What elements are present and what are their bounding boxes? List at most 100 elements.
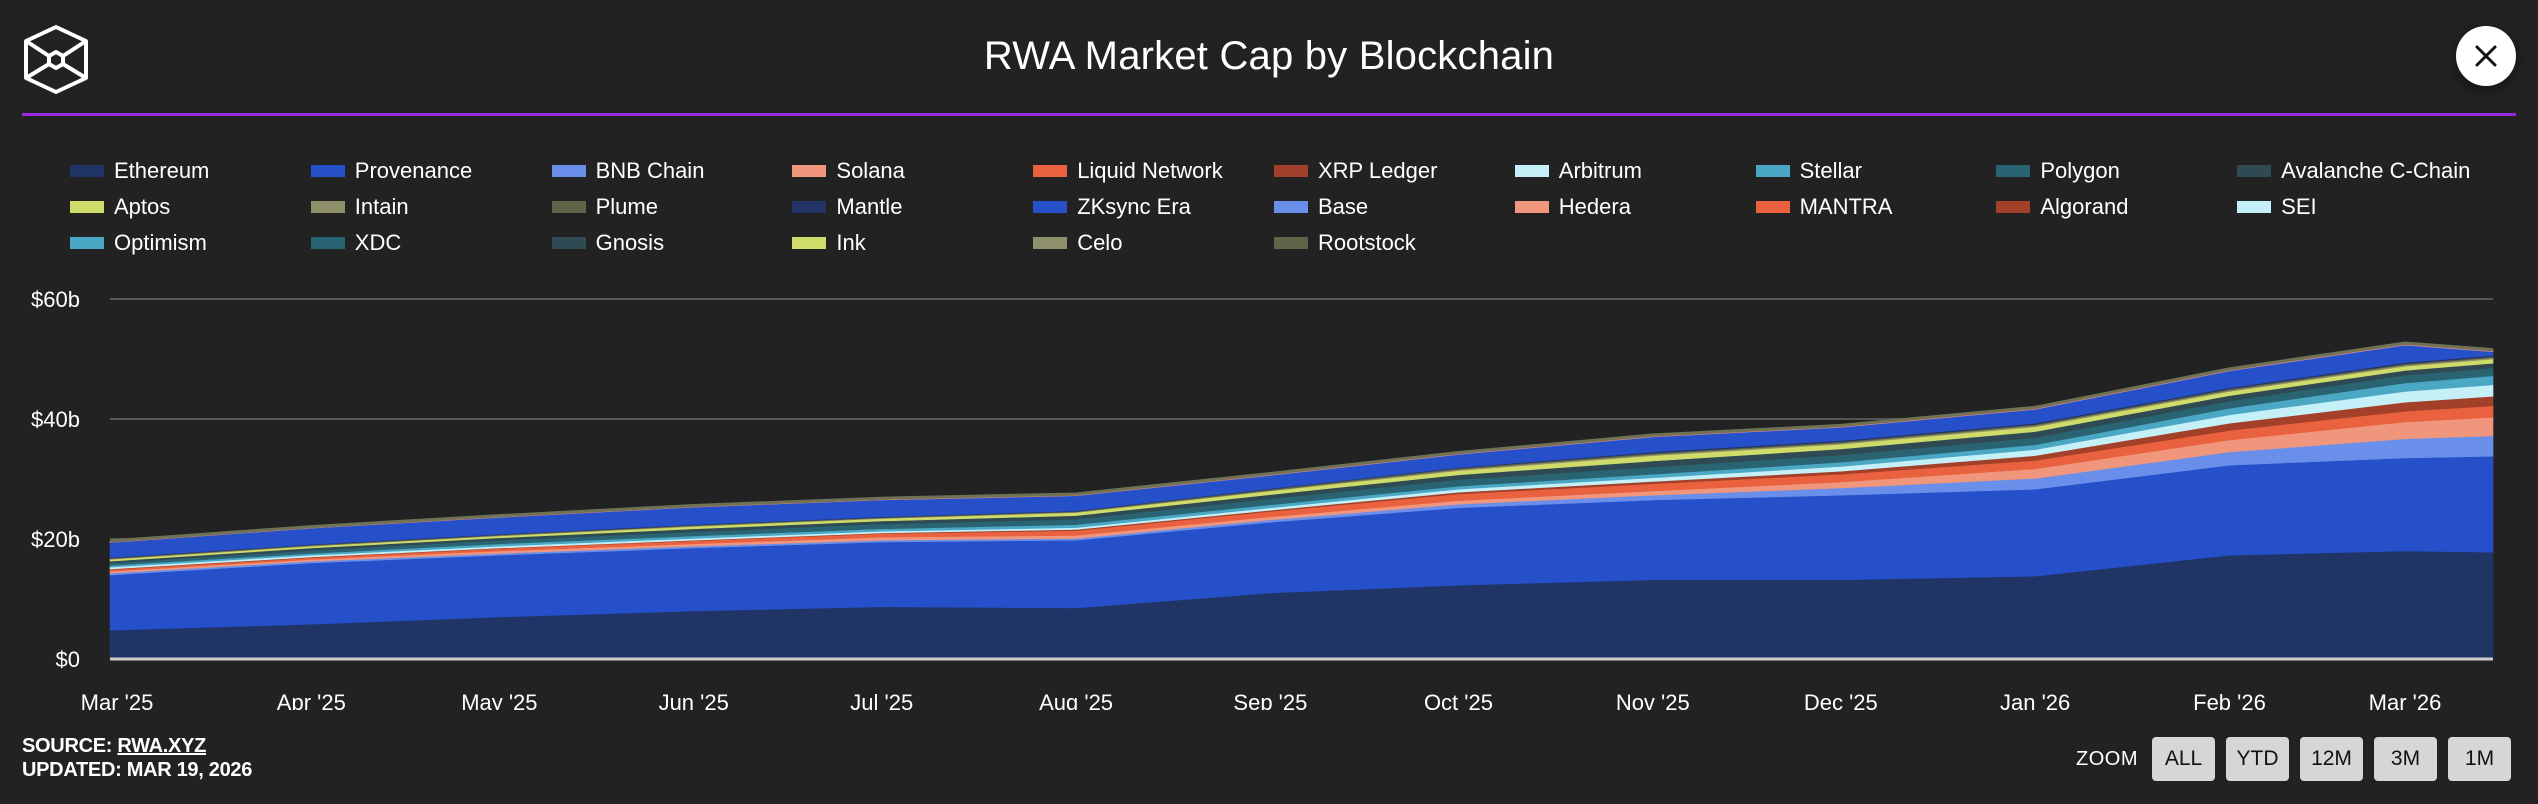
legend-label: SEI	[2281, 194, 2317, 219]
legend-swatch	[2237, 201, 2272, 213]
legend-item-celo[interactable]: Celo	[1033, 230, 1274, 256]
legend-label: Rootstock	[1317, 230, 1416, 255]
legend-swatch	[310, 237, 345, 249]
legend-label: Avalanche C-Chain	[2281, 158, 2471, 183]
legend-item-sei[interactable]: SEI	[2237, 194, 2478, 220]
legend-swatch	[1273, 165, 1308, 177]
area-layers	[109, 342, 2494, 660]
legend-swatch	[551, 165, 586, 177]
x-tick-label: Aug '25	[1039, 690, 1113, 710]
total-outline	[109, 341, 2494, 543]
legend-item-ethereum[interactable]: Ethereum	[70, 158, 311, 184]
legend-swatch	[1033, 201, 1068, 213]
updated-date: UPDATED: MAR 19, 2026	[22, 759, 253, 781]
header-divider	[22, 113, 2516, 116]
legend-label: XRP Ledger	[1317, 158, 1438, 183]
legend-swatch	[792, 237, 827, 249]
legend-item-plume[interactable]: Plume	[551, 194, 793, 220]
legend-swatch	[1755, 165, 1790, 177]
close-button[interactable]	[2456, 26, 2516, 86]
legend-item-xdc[interactable]: XDC	[310, 230, 552, 256]
legend-item-stellar[interactable]: Stellar	[1755, 158, 1997, 184]
legend-label: Hedera	[1558, 194, 1631, 219]
legend-item-optimism[interactable]: Optimism	[70, 230, 311, 256]
zoom-1m-button[interactable]: 1M	[2448, 737, 2511, 781]
cube-logo-icon	[24, 25, 88, 94]
legend-label: Arbitrum	[1558, 158, 1642, 183]
legend-label: MANTRA	[1799, 194, 1893, 219]
zoom-12m-button[interactable]: 12M	[2300, 737, 2363, 781]
legend-swatch	[1755, 201, 1790, 213]
legend-item-rootstock[interactable]: Rootstock	[1273, 230, 1515, 256]
legend-swatch	[1273, 201, 1308, 213]
legend-item-liquid-network[interactable]: Liquid Network	[1033, 158, 1274, 184]
x-tick-label: Nov '25	[1616, 690, 1690, 710]
legend-label: Solana	[836, 158, 905, 183]
chart-title: RWA Market Cap by Blockchain	[983, 34, 1555, 78]
legend-item-provenance[interactable]: Provenance	[310, 158, 552, 184]
legend-item-gnosis[interactable]: Gnosis	[551, 230, 793, 256]
legend-swatch	[1514, 201, 1549, 213]
legend-item-base[interactable]: Base	[1273, 194, 1515, 220]
legend-item-aptos[interactable]: Aptos	[70, 194, 311, 220]
legend-item-algorand[interactable]: Algorand	[1996, 194, 2237, 220]
legend-label: Plume	[595, 194, 658, 219]
legend-label: Gnosis	[595, 230, 665, 255]
legend-item-avalanche-c-chain[interactable]: Avalanche C-Chain	[2237, 158, 2478, 184]
x-tick-label: Jul '25	[850, 690, 913, 710]
legend-item-ink[interactable]: Ink	[792, 230, 1033, 256]
legend-swatch	[310, 201, 345, 213]
y-tick-label: $60b	[31, 287, 80, 312]
y-tick-label: $0	[56, 647, 80, 672]
legend-label: Ethereum	[114, 158, 210, 183]
rwa-logo-icon[interactable]	[22, 24, 90, 94]
legend-item-bnb-chain[interactable]: BNB Chain	[551, 158, 793, 184]
source-link[interactable]: RWA.XYZ	[117, 735, 207, 757]
legend-item-mantle[interactable]: Mantle	[792, 194, 1033, 220]
legend-item-zksync-era[interactable]: ZKsync Era	[1033, 194, 1274, 220]
zoom-controls: ZOOM ALL YTD 12M 3M 1M	[2076, 737, 2522, 781]
legend-label: Intain	[354, 194, 409, 219]
legend-item-solana[interactable]: Solana	[792, 158, 1033, 184]
x-tick-label: Mar '26	[2369, 690, 2442, 710]
legend-swatch	[2237, 165, 2272, 177]
legend-swatch	[792, 201, 827, 213]
x-tick-label: May '25	[461, 690, 537, 710]
legend-swatch	[551, 237, 586, 249]
legend-item-hedera[interactable]: Hedera	[1514, 194, 1756, 220]
zoom-ytd-button[interactable]: YTD	[2226, 737, 2289, 781]
legend-swatch	[1996, 201, 2031, 213]
legend-label: Aptos	[114, 194, 171, 219]
legend-swatch	[310, 165, 345, 177]
zoom-all-button[interactable]: ALL	[2152, 737, 2215, 781]
stacked-area-chart: $0 $20b $40b $60b Mar '25 Apr '25 May '25 Jun '…	[31, 287, 2494, 710]
y-tick-label: $20b	[31, 527, 80, 552]
legend-item-polygon[interactable]: Polygon	[1996, 158, 2237, 184]
legend-item-intain[interactable]: Intain	[310, 194, 552, 220]
x-tick-label: Sep '25	[1233, 690, 1307, 710]
legend-label: XDC	[354, 230, 402, 255]
legend-item-mantra[interactable]: MANTRA	[1755, 194, 1997, 220]
x-tick-label: Apr '25	[277, 690, 346, 710]
legend-swatch	[70, 237, 104, 249]
source-info: SOURCE: RWA.XYZ UPDATED: MAR 19, 2026	[22, 734, 252, 782]
legend-label: Celo	[1077, 230, 1123, 255]
legend-item-arbitrum[interactable]: Arbitrum	[1514, 158, 1756, 184]
legend-label: ZKsync Era	[1077, 194, 1191, 219]
legend-label: Provenance	[354, 158, 473, 183]
legend-label: Base	[1317, 194, 1369, 219]
x-tick-label: Oct '25	[1424, 690, 1493, 710]
close-icon	[2475, 45, 2497, 67]
legend-swatch	[1514, 165, 1549, 177]
legend-item-xrp-ledger[interactable]: XRP Ledger	[1273, 158, 1515, 184]
legend-label: Polygon	[2040, 158, 2120, 183]
legend-swatch	[1033, 237, 1068, 249]
legend-label: Liquid Network	[1077, 158, 1223, 183]
legend-swatch	[70, 201, 104, 213]
x-tick-label: Mar '25	[81, 690, 154, 710]
legend-label: BNB Chain	[595, 158, 705, 183]
source-label: SOURCE:	[22, 735, 113, 757]
legend-label: Stellar	[1799, 158, 1862, 183]
legend-swatch	[551, 201, 586, 213]
zoom-3m-button[interactable]: 3M	[2374, 737, 2437, 781]
